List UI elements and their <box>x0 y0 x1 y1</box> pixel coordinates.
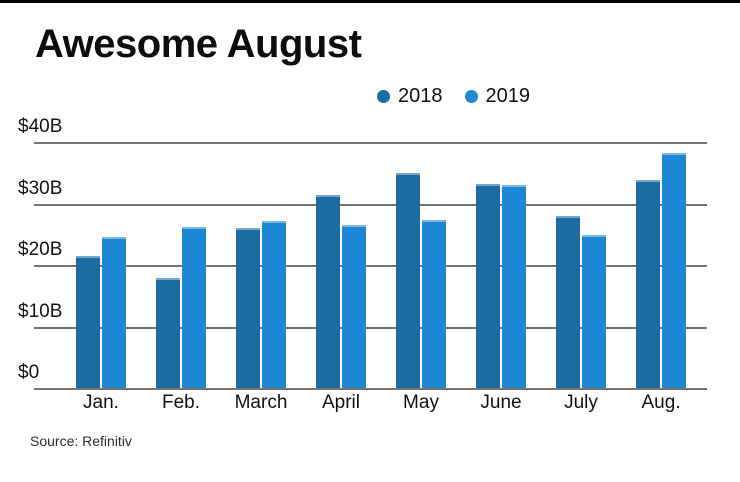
legend-label-2018: 2018 <box>398 85 443 107</box>
bar-2018-jan <box>76 256 100 388</box>
bar-2019-july <box>582 235 606 388</box>
bar-2018-june <box>476 184 500 388</box>
legend-item-2019: 2019 <box>464 85 531 107</box>
bar-2019-april <box>342 225 366 388</box>
bar-2018-feb <box>156 278 180 388</box>
xtick-label-may: May <box>403 392 439 413</box>
source-note: Source: Refinitiv <box>30 433 132 449</box>
chart-title: Awesome August <box>35 22 362 66</box>
xtick-label-july: July <box>564 392 598 413</box>
ytick-label-0: $0 <box>18 362 40 383</box>
legend: 2018 2019 <box>377 86 530 106</box>
xtick-label-april: April <box>321 392 360 413</box>
bar-2019-aug <box>662 153 686 388</box>
ytick-label-40: $40B <box>18 116 63 137</box>
gridline-10 <box>34 327 707 329</box>
x-axis-baseline <box>34 388 707 390</box>
bar-2018-may <box>396 173 420 388</box>
ytick-label-20: $20B <box>18 239 63 260</box>
legend-dot-2018-icon <box>377 89 390 103</box>
gridline-20 <box>34 265 707 267</box>
legend-dot-2019-icon <box>464 89 478 103</box>
bar-2018-july <box>556 216 580 388</box>
xtick-label-june: June <box>480 392 522 413</box>
bar-2019-march <box>262 221 286 388</box>
bar-2018-march <box>236 228 260 388</box>
bar-2018-aug <box>636 180 660 388</box>
ytick-label-10: $10B <box>18 301 63 322</box>
bar-2019-june <box>502 185 526 388</box>
bar-2019-may <box>422 220 446 388</box>
xtick-label-jan: Jan. <box>83 392 119 413</box>
gridline-40 <box>34 142 707 144</box>
ytick-label-30: $30B <box>18 178 63 199</box>
legend-item-2018: 2018 <box>377 86 443 106</box>
top-rule <box>0 0 740 3</box>
xtick-label-march: March <box>234 392 288 413</box>
bar-2018-april <box>316 195 340 388</box>
legend-label-2019: 2019 <box>485 85 531 107</box>
gridline-30 <box>34 204 707 206</box>
xtick-label-feb: Feb. <box>161 392 201 413</box>
xtick-label-aug: Aug. <box>641 392 681 413</box>
bar-2019-feb <box>182 227 206 388</box>
bar-2019-jan <box>102 237 126 388</box>
